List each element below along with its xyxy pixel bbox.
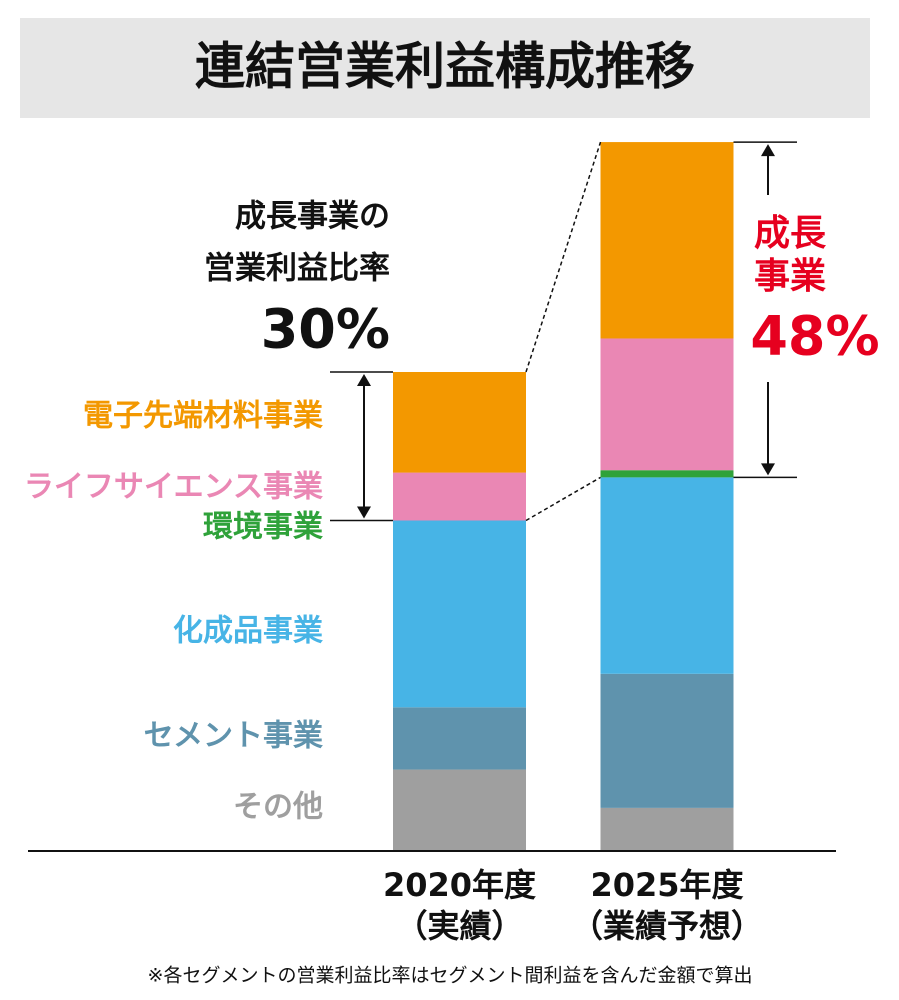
legend-label: 電子先端材料事業: [83, 399, 323, 434]
bar-segment: [600, 142, 734, 339]
annotation: 営業利益比率: [204, 251, 390, 287]
arrow-head: [761, 144, 775, 157]
bar-segment: [600, 807, 734, 851]
x-tick-label: 2020年度: [383, 866, 536, 904]
bar-segment: [393, 372, 526, 473]
bar-segment: [600, 470, 734, 478]
legend-label: その他: [233, 790, 323, 825]
connector: [525, 141, 602, 373]
bar-segment: [393, 520, 526, 708]
legend-label: 環境事業: [203, 510, 323, 545]
legend-label: セメント事業: [144, 719, 323, 754]
bar-segment: [600, 338, 734, 471]
annotation-share: 48%: [750, 305, 879, 368]
legend-label: 化成品事業: [173, 614, 323, 649]
x-tick-note: （実績）: [395, 907, 523, 945]
annotation: 成長事業の: [235, 199, 390, 235]
bar-segment: [600, 673, 734, 808]
legend-label: ライフサイエンス事業: [24, 470, 323, 505]
arrow-head: [357, 506, 371, 519]
footnote: ※各セグメントの営業利益比率はセグメント間利益を含んだ金額で算出: [148, 965, 753, 987]
x-tick-note: （業績予想）: [571, 907, 763, 945]
bar-segment: [393, 472, 526, 521]
chart-title: 連結営業利益構成推移: [195, 38, 695, 96]
arrow-head: [761, 463, 775, 476]
connector: [525, 476, 601, 522]
bar-segment: [600, 477, 734, 674]
arrow-head: [357, 374, 371, 386]
bar-segment: [393, 769, 526, 851]
x-tick-label: 2025年度: [590, 866, 743, 904]
annotation: 事業: [754, 256, 826, 297]
title-box: [20, 18, 870, 118]
annotation: 成長: [754, 213, 827, 254]
annotation-share: 30%: [261, 298, 390, 361]
bar-segment: [393, 707, 526, 770]
